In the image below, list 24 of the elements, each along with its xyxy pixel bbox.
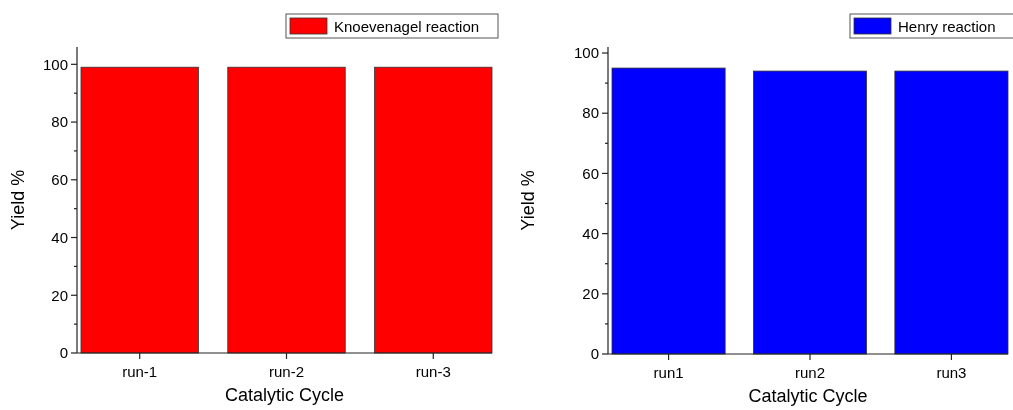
x-tick-label: run-1 <box>122 363 158 380</box>
x-tick-label: run2 <box>794 364 826 381</box>
y-tick-label: 80 <box>51 113 68 131</box>
x-tick-label: run1 <box>653 364 684 381</box>
x-axis-title: Catalytic Cycle <box>224 385 345 405</box>
y-tick-label: 20 <box>51 286 68 304</box>
y-tick-label: 0 <box>59 344 68 362</box>
x-axis-title: Catalytic Cycle <box>748 386 868 406</box>
x-tick-label: run-2 <box>268 363 305 380</box>
legend-label: Knoevenagel reaction <box>334 18 480 35</box>
y-tick-label: 100 <box>42 55 68 73</box>
y-tick-label: 60 <box>51 171 68 189</box>
y-axis-title: Yield % <box>8 169 28 231</box>
y-tick-label: 100 <box>573 44 599 62</box>
y-tick-label: 0 <box>590 345 599 363</box>
y-tick-label: 40 <box>51 228 68 246</box>
y-tick-label: 20 <box>582 285 599 303</box>
y-axis-title: Yield % <box>518 170 538 231</box>
y-tick-label: 40 <box>582 224 599 242</box>
y-tick-label: 60 <box>582 164 599 182</box>
x-tick-label: run3 <box>936 364 967 381</box>
x-tick-label: run-3 <box>415 363 451 380</box>
y-tick-label: 80 <box>582 104 599 122</box>
legend-label: Henry reaction <box>898 18 996 35</box>
